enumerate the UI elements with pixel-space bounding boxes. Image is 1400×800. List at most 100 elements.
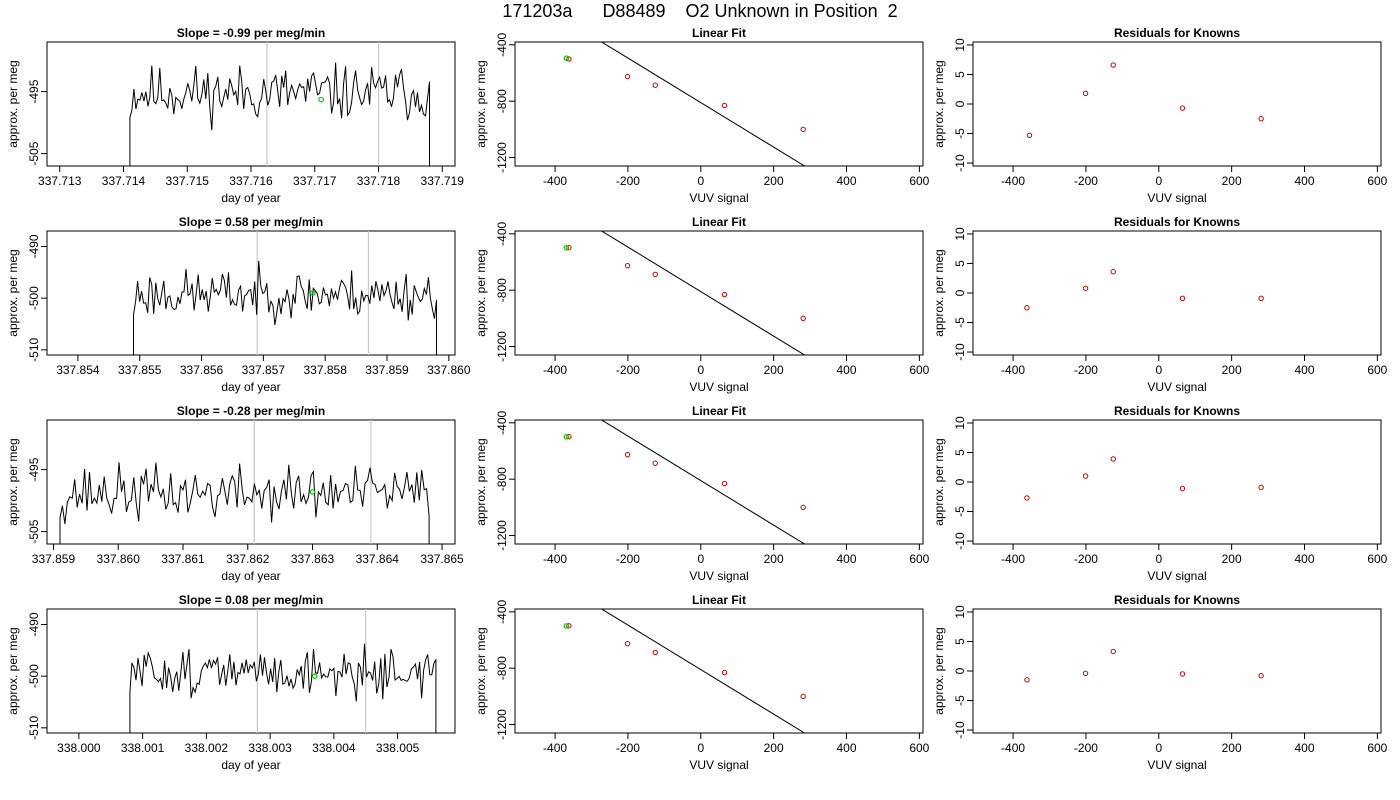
x-tick-label: 337.713	[38, 174, 82, 188]
x-tick-label: 337.859	[365, 363, 409, 377]
panel-title: Residuals for Knowns	[1114, 26, 1240, 40]
x-tick-label: 337.717	[293, 174, 337, 188]
residual-point	[1179, 485, 1186, 492]
y-tick-label: 5	[953, 260, 967, 267]
x-tick-label: -200	[1074, 363, 1098, 377]
x-axis-label: VUV signal	[1147, 569, 1206, 583]
x-tick-label: 600	[909, 174, 929, 188]
plot-frame	[972, 41, 1382, 167]
residual-point	[1258, 484, 1264, 491]
x-axis-label: day of year	[221, 569, 280, 583]
x-axis-label: VUV signal	[689, 380, 748, 394]
known-standard-point	[566, 56, 572, 62]
residual-point	[1024, 305, 1030, 311]
x-tick-label: 600	[1367, 363, 1387, 377]
x-tick-label: 200	[764, 552, 784, 566]
plot-frame	[46, 230, 456, 356]
panel-3-3: Residuals for Knowns -400 -200 0 200 400 600 -1…	[932, 404, 1388, 583]
known-standard-point	[721, 102, 728, 109]
x-tick-label: -400	[543, 363, 567, 377]
panel-4-3: Residuals for Knowns -400 -200 0 200 400 600 -1…	[932, 593, 1388, 772]
x-axis-label: day of year	[221, 191, 280, 205]
y-tick-label: -1200	[495, 331, 509, 362]
unknown-sample-point	[563, 55, 570, 62]
y-tick-label: -510	[27, 338, 41, 362]
residual-point	[1082, 285, 1089, 291]
y-tick-label: -5	[953, 128, 967, 139]
y-tick-label: -5	[953, 317, 967, 328]
x-tick-label: 600	[909, 552, 929, 566]
x-tick-label: -400	[543, 174, 567, 188]
plot-frame	[514, 419, 924, 545]
x-axis-label: VUV signal	[1147, 758, 1206, 772]
plot-area	[1024, 648, 1264, 683]
panel-title: Slope = -0.99 per meg/min	[177, 26, 325, 40]
unknown-sample-point	[563, 433, 570, 440]
x-tick-label: 400	[836, 174, 856, 188]
y-tick-label: 0	[953, 667, 967, 674]
x-tick-label: 337.857	[242, 363, 286, 377]
panel-title: Residuals for Knowns	[1114, 593, 1240, 607]
residual-point	[1082, 473, 1089, 479]
x-axis-label: day of year	[221, 380, 280, 394]
plot-frame	[46, 41, 456, 167]
x-axis-label: day of year	[221, 758, 280, 772]
known-standard-point	[800, 504, 806, 511]
y-axis-label: approx. per meg	[932, 438, 946, 525]
unknown-sample-point	[563, 244, 570, 251]
signal-trace	[129, 643, 437, 733]
y-tick-label: 5	[953, 449, 967, 456]
y-axis-label: approx. per meg	[6, 249, 20, 336]
residual-point	[1024, 677, 1030, 683]
known-standard-point	[800, 315, 806, 322]
plot-frame	[514, 608, 924, 734]
x-tick-label: -200	[1074, 741, 1098, 755]
y-tick-label: -10	[953, 721, 967, 739]
y-tick-label: -1200	[495, 520, 509, 551]
panel-title: Linear Fit	[692, 404, 746, 418]
y-tick-label: 5	[953, 71, 967, 78]
y-tick-label: -495	[27, 79, 41, 103]
x-tick-label: 600	[909, 363, 929, 377]
panel-1-1: Slope = -0.99 per meg/min 337.713 337.714 3…	[6, 26, 464, 205]
x-tick-label: 0	[697, 552, 704, 566]
known-standard-point	[566, 623, 572, 629]
y-axis-label: approx. per meg	[474, 249, 488, 336]
x-tick-label: 337.855	[118, 363, 162, 377]
y-tick-label: -800	[495, 89, 509, 113]
plot-area	[1024, 269, 1264, 311]
panel-3-2: Linear Fit -400 -200 0 200 400 600 -400 -800 -120…	[474, 404, 930, 583]
x-tick-label: 338.003	[248, 741, 292, 755]
x-tick-label: 337.864	[356, 552, 400, 566]
panel-title: Residuals for Knowns	[1114, 215, 1240, 229]
y-axis-label: approx. per meg	[6, 438, 20, 525]
plot-area	[1026, 62, 1264, 138]
panel-2-3: Residuals for Knowns -400 -200 0 200 400 600 -1…	[932, 215, 1388, 394]
y-tick-label: -400	[495, 32, 509, 56]
x-tick-label: -400	[1001, 552, 1025, 566]
panel-title: Residuals for Knowns	[1114, 404, 1240, 418]
signal-trace	[129, 62, 430, 166]
y-axis-label: approx. per meg	[6, 627, 20, 714]
x-tick-label: 200	[1222, 174, 1242, 188]
x-tick-label: 200	[1222, 363, 1242, 377]
y-tick-label: 10	[953, 227, 967, 241]
y-tick-label: -510	[27, 716, 41, 740]
x-tick-label: -400	[543, 552, 567, 566]
unknown-sample-point	[311, 673, 318, 679]
x-tick-label: 0	[1155, 174, 1162, 188]
known-standard-point	[800, 693, 806, 700]
x-tick-label: 0	[1155, 741, 1162, 755]
x-tick-label: 400	[836, 552, 856, 566]
y-tick-label: -400	[495, 410, 509, 434]
panel-1-2: Linear Fit -400 -200 0 200 400 600 -400 -800 -120…	[474, 26, 930, 205]
y-tick-label: -1200	[495, 142, 509, 173]
x-tick-label: 337.718	[357, 174, 401, 188]
y-tick-label: 5	[953, 638, 967, 645]
x-tick-label: 600	[1367, 552, 1387, 566]
y-tick-label: 10	[953, 605, 967, 619]
residual-point	[1082, 670, 1089, 677]
x-tick-label: 200	[764, 174, 784, 188]
known-standard-point	[566, 244, 572, 251]
x-tick-label: 337.860	[427, 363, 471, 377]
